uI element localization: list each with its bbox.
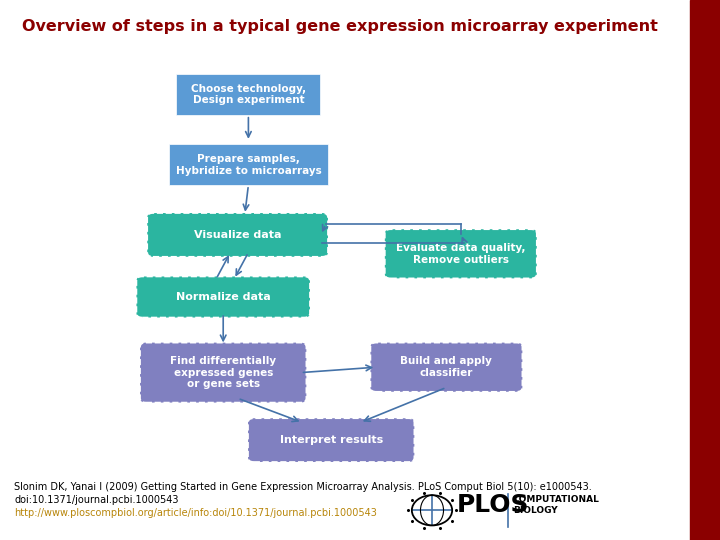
Text: Build and apply
classifier: Build and apply classifier bbox=[400, 356, 492, 378]
Text: Interpret results: Interpret results bbox=[279, 435, 383, 445]
Bar bbox=[690, 0, 720, 540]
Text: Find differentially
expressed genes
or gene sets: Find differentially expressed genes or g… bbox=[170, 356, 276, 389]
FancyBboxPatch shape bbox=[176, 75, 320, 115]
Text: Evaluate data quality,
Remove outliers: Evaluate data quality, Remove outliers bbox=[396, 243, 526, 265]
Text: http://www.ploscompbiol.org/article/info:doi/10.1371/journal.pcbi.1000543: http://www.ploscompbiol.org/article/info… bbox=[14, 508, 377, 518]
FancyBboxPatch shape bbox=[384, 229, 537, 279]
Text: Choose technology,
Design experiment: Choose technology, Design experiment bbox=[191, 84, 306, 105]
Text: Overview of steps in a typical gene expression microarray experiment: Overview of steps in a typical gene expr… bbox=[22, 19, 657, 34]
Text: PLOS: PLOS bbox=[457, 493, 530, 517]
FancyBboxPatch shape bbox=[248, 418, 415, 462]
FancyBboxPatch shape bbox=[169, 145, 328, 185]
FancyBboxPatch shape bbox=[370, 342, 523, 392]
Text: COMPUTATIONAL
BIOLOGY: COMPUTATIONAL BIOLOGY bbox=[513, 495, 600, 515]
Text: Prepare samples,
Hybridize to microarrays: Prepare samples, Hybridize to microarray… bbox=[176, 154, 321, 176]
FancyBboxPatch shape bbox=[148, 213, 328, 257]
FancyBboxPatch shape bbox=[140, 342, 307, 403]
Text: doi:10.1371/journal.pcbi.1000543: doi:10.1371/journal.pcbi.1000543 bbox=[14, 495, 179, 505]
Text: Visualize data: Visualize data bbox=[194, 230, 282, 240]
Text: Slonim DK, Yanai I (2009) Getting Started in Gene Expression Microarray Analysis: Slonim DK, Yanai I (2009) Getting Starte… bbox=[14, 482, 592, 492]
Text: Normalize data: Normalize data bbox=[176, 292, 271, 302]
FancyBboxPatch shape bbox=[137, 276, 310, 318]
